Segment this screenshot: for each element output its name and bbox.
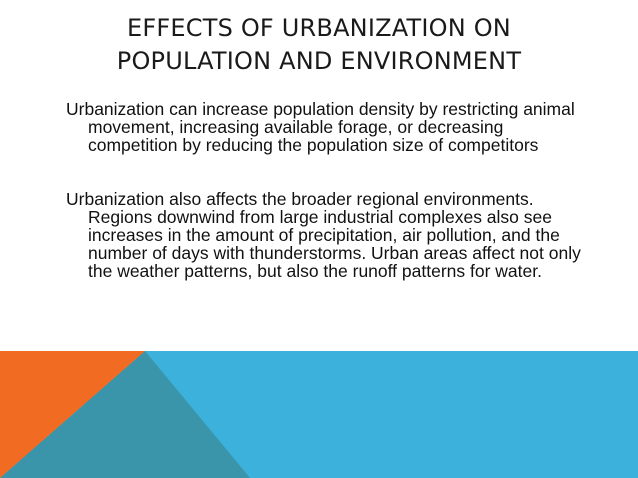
slide-body: Urbanization can increase population den… [66,100,586,280]
orange-triangle [0,351,145,478]
body-paragraph-2: Urbanization also affects the broader re… [66,189,581,281]
slide-title-line-2: POPULATION AND ENVIRONMENT [116,47,522,75]
body-paragraph-1: Urbanization can increase population den… [66,99,575,155]
decorative-footer-band [0,351,638,478]
slide-title-line-1: EFFECTS OF URBANIZATION ON [127,14,511,42]
teal-triangle [0,351,250,478]
slide-title: EFFECTS OF URBANIZATION ON POPULATION AN… [0,12,638,78]
